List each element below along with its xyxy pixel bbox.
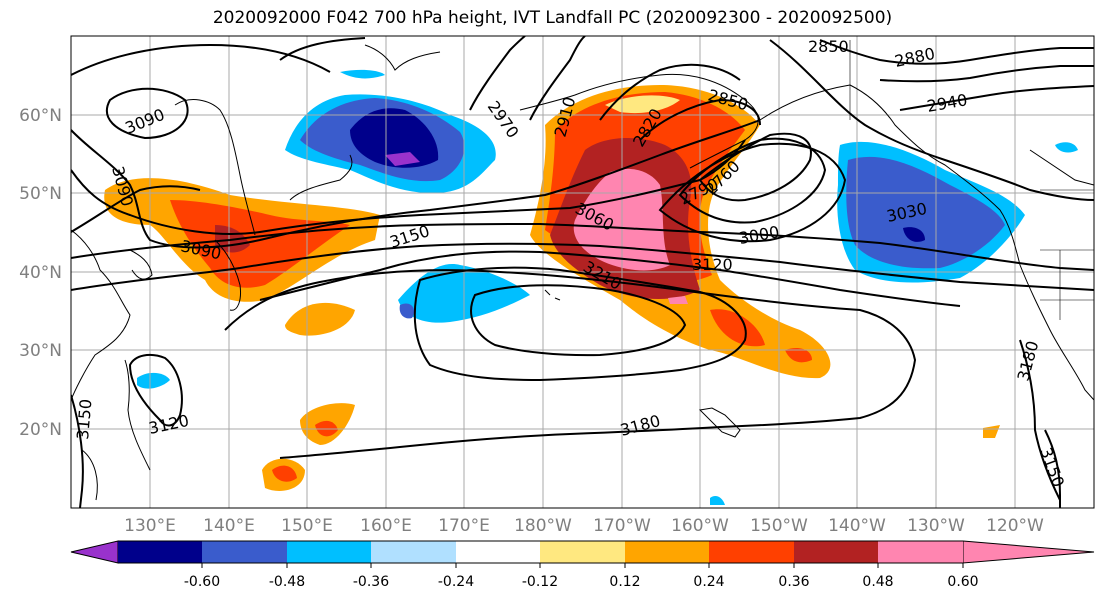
colorbar-segment [371,541,456,563]
gridlines [71,36,1094,508]
colorbar-segment [287,541,371,563]
colorbar-tick-label: 0.36 [778,574,809,590]
colorbar-segment [794,541,878,563]
contour-label: 3090 [122,105,167,138]
lat-label: 30°N [19,341,62,361]
colorbar-segment [709,541,794,563]
lon-label: 150°E [281,516,333,536]
lon-label: 160°E [360,516,412,536]
contour-label: 3120 [147,411,191,438]
colorbar-tick-label: -0.60 [184,574,220,590]
contour-label: 3180 [1014,339,1043,383]
colorbar-extend-high [962,540,1095,564]
contour-label: 2850 [808,37,849,56]
lon-label: 140°W [828,516,886,536]
contour-label: 3120 [692,255,733,274]
longitude-labels: 130°E 140°E 150°E 160°E 170°E 180°W 170°… [124,516,1044,536]
lat-label: 20°N [19,420,62,440]
colorbar-tick-label: -0.36 [353,574,389,590]
lon-label: 130°W [907,516,965,536]
colorbar-tick-label: -0.24 [438,574,474,590]
lon-label: 120°W [986,516,1044,536]
latitude-labels: 60°N 50°N 40°N 30°N 20°N [19,106,62,440]
contour-label: 3000 [737,222,780,248]
lon-label: 180°W [514,516,572,536]
colorbar-tick-label: 0.60 [947,574,978,590]
colorbar: -0.60 -0.48 -0.36 -0.24 -0.12 0.12 0.24 … [70,540,1095,590]
contour-label: 3150 [1036,445,1068,490]
contour-label: 3150 [73,398,95,440]
colorbar-segment [878,541,963,563]
lat-label: 40°N [19,263,62,283]
negative-shading [137,69,1078,505]
map-frame [70,35,1095,509]
height-contours [71,36,1094,508]
contour-label: 2970 [484,97,523,141]
colorbar-tick-label: -0.12 [522,574,558,590]
colorbar-segment [456,541,540,563]
lon-label: 160°W [671,516,729,536]
colorbar-tick-label: 0.24 [693,574,724,590]
lon-label: 170°E [438,516,490,536]
colorbar-segment [540,541,625,563]
contour-label: 3180 [618,411,662,440]
contour-label: 2940 [925,90,968,116]
colorbar-tick-label: -0.48 [269,574,305,590]
lon-label: 130°E [124,516,176,536]
contour-label: 2880 [893,44,937,71]
colorbar-tick-label: 0.12 [609,574,640,590]
borders [849,40,1094,320]
colorbar-segment [202,541,287,563]
colorbar-extend-low [70,540,119,564]
lon-label: 150°W [750,516,808,536]
map-title: 2020092000 F042 700 hPa height, IVT Land… [212,8,893,28]
lon-label: 170°W [593,516,651,536]
lat-label: 50°N [19,184,62,204]
lat-label: 60°N [19,106,62,126]
map-field: 3090 3090 3090 3150 3120 3150 2970 2910 … [71,36,1094,508]
colorbar-segment [625,541,709,563]
lon-label: 140°E [203,516,255,536]
colorbar-segment [118,541,202,563]
colorbar-tick-label: 0.48 [862,574,893,590]
